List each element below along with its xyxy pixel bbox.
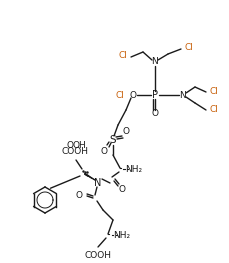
Text: P: P (151, 90, 157, 100)
Text: O: O (66, 140, 73, 149)
Text: O: O (100, 146, 107, 155)
Text: Cl: Cl (115, 90, 124, 99)
Text: N: N (94, 178, 101, 188)
Text: NH₂: NH₂ (125, 165, 142, 174)
Text: S: S (109, 135, 116, 145)
Text: COOH: COOH (84, 250, 111, 260)
Text: OH: OH (72, 140, 85, 149)
Text: Cl: Cl (209, 88, 218, 97)
Text: Cl: Cl (184, 43, 193, 53)
Text: N: N (179, 90, 185, 99)
Text: O: O (151, 109, 158, 118)
Text: NH₂: NH₂ (113, 231, 130, 240)
Text: Cl: Cl (118, 52, 127, 60)
Text: Cl: Cl (209, 105, 218, 114)
Text: O: O (75, 191, 82, 200)
Text: COOH: COOH (61, 146, 88, 155)
Text: O: O (129, 90, 136, 99)
Text: O: O (122, 128, 129, 136)
Text: N: N (151, 58, 158, 67)
Text: O: O (118, 185, 125, 194)
